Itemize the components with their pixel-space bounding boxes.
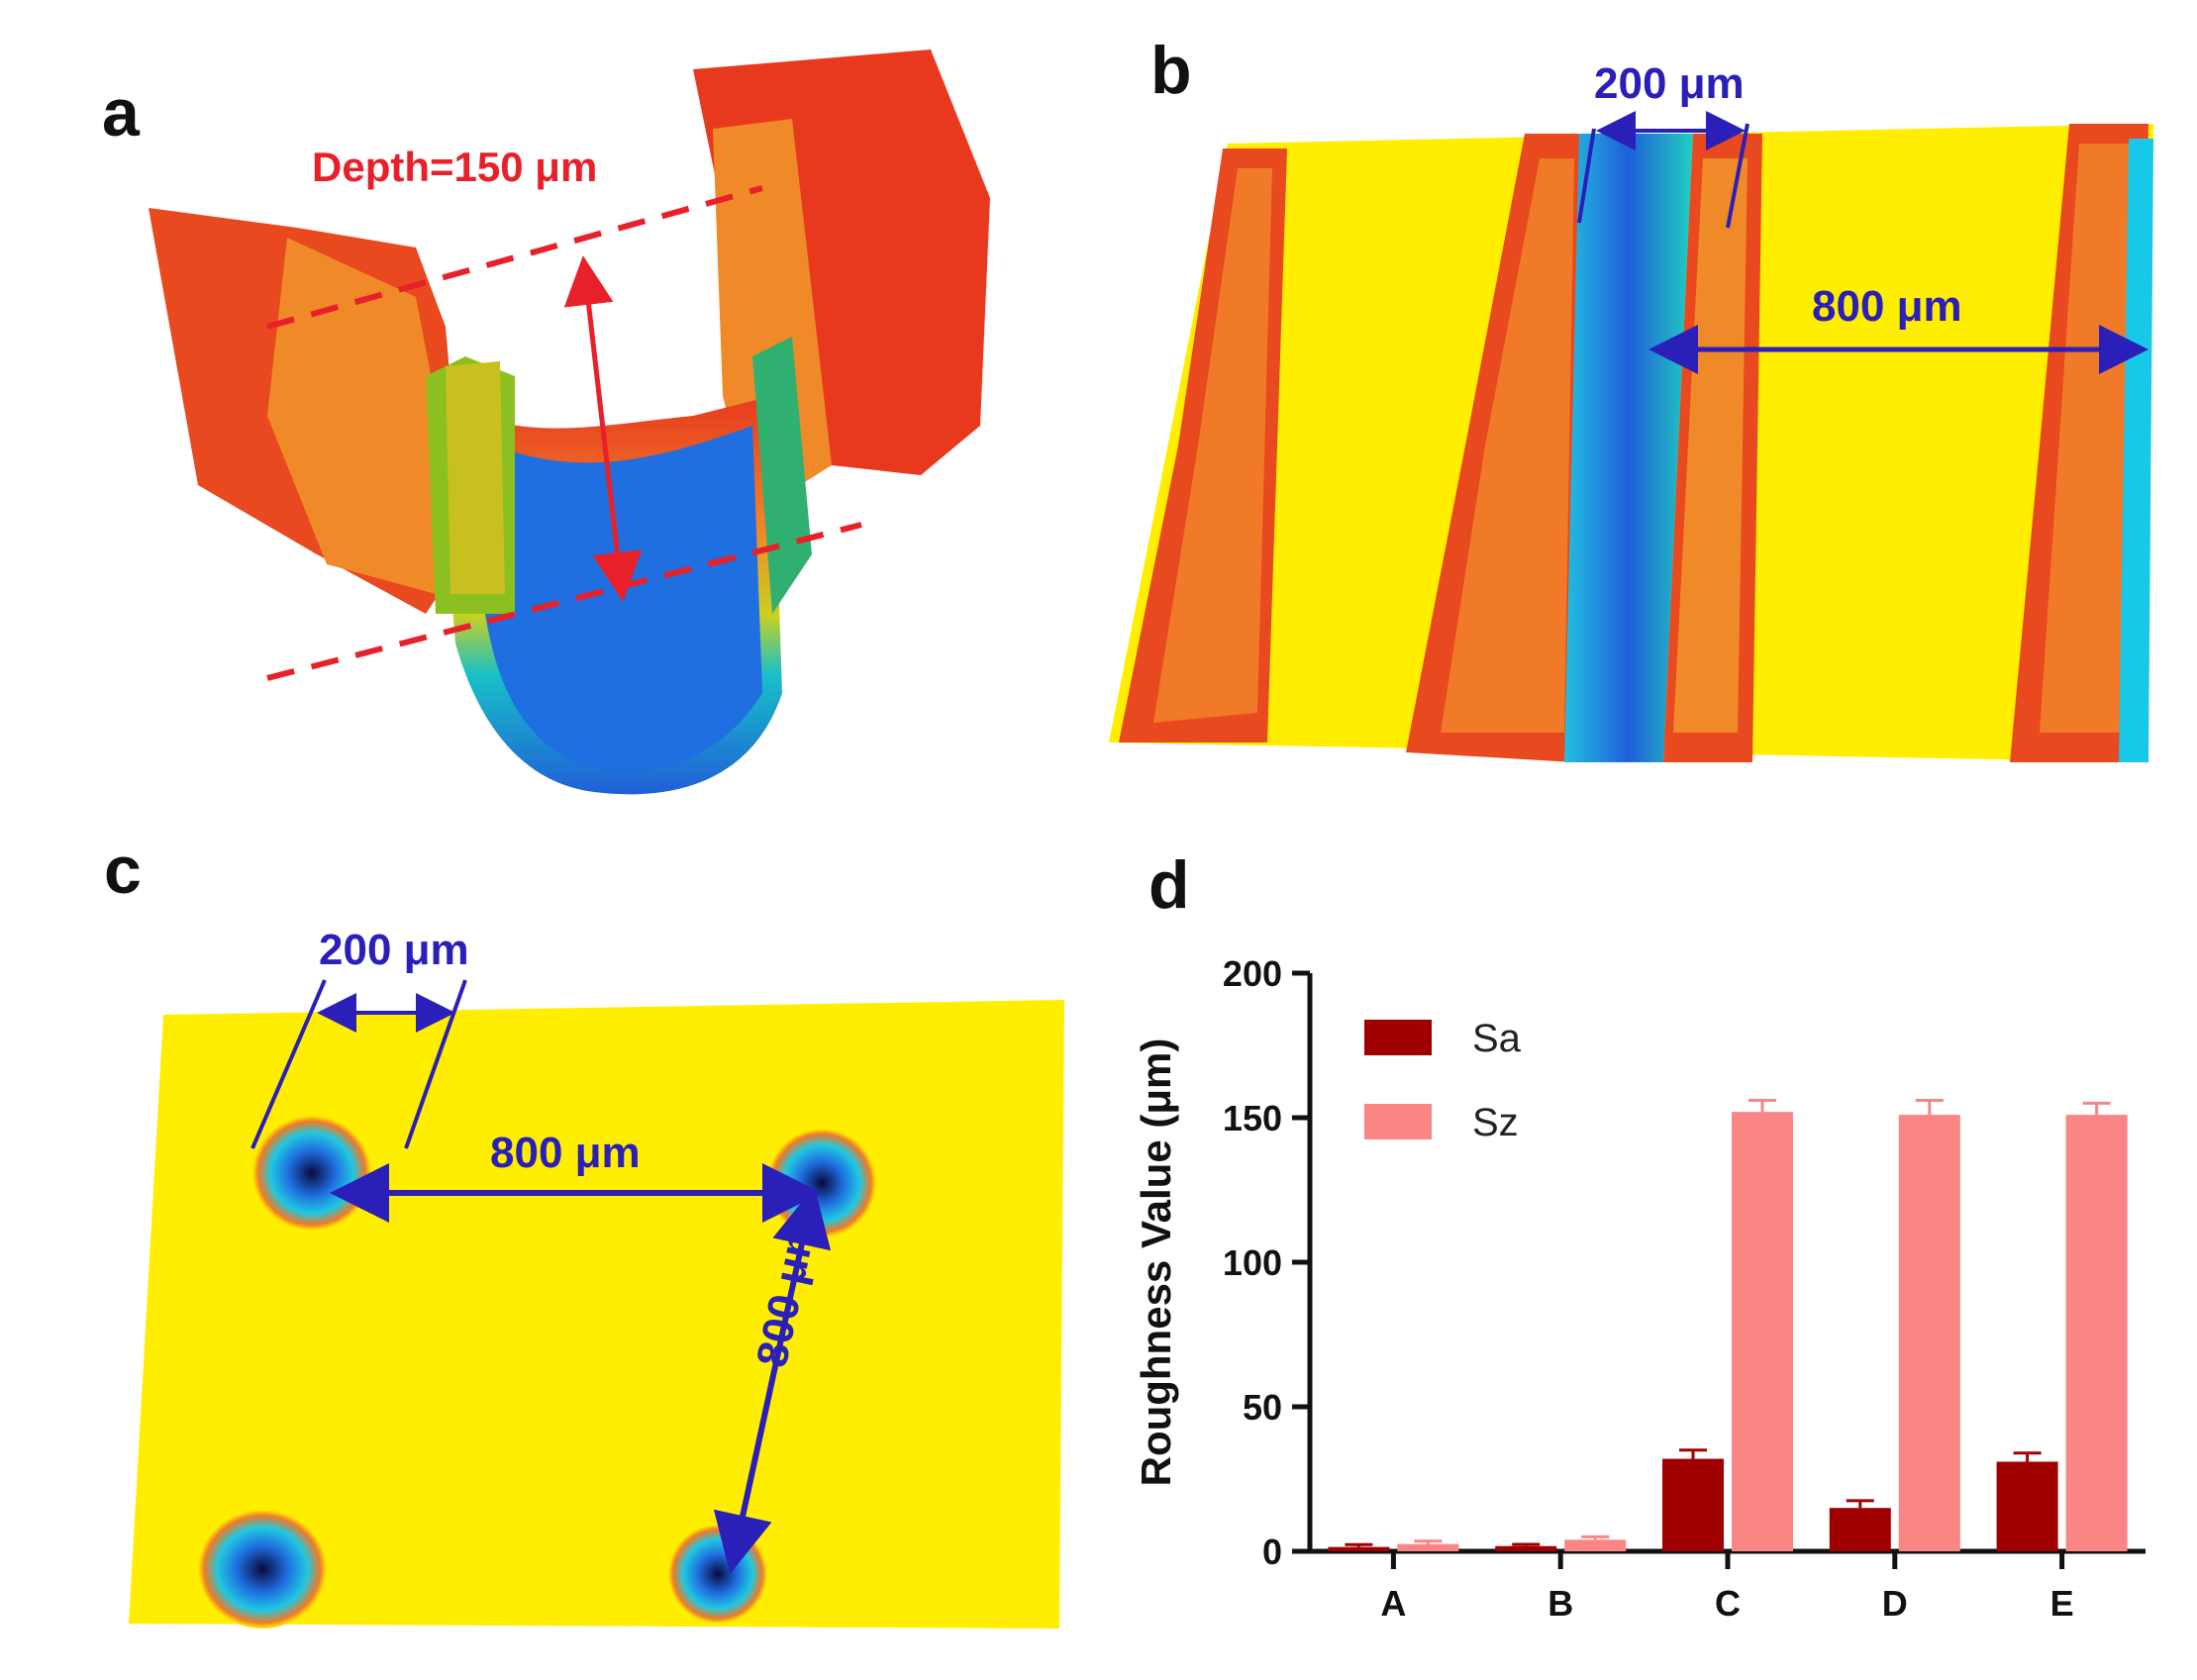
bar-sa-B bbox=[1495, 1545, 1557, 1551]
chart-legend: Sa Sz bbox=[1364, 1017, 1522, 1144]
groove-spacing-label: 800 μm bbox=[1812, 282, 1962, 331]
bar-sz-D bbox=[1898, 1115, 1960, 1551]
x-tick-label-B: B bbox=[1548, 1583, 1573, 1624]
bar-sa-E bbox=[1996, 1461, 2058, 1551]
panel-a-depth-marker bbox=[266, 185, 862, 681]
pit-width-label: 200 μm bbox=[319, 926, 469, 974]
bar-sa-C bbox=[1662, 1458, 1724, 1551]
x-tick-label-C: C bbox=[1715, 1583, 1741, 1624]
x-tick-label-E: E bbox=[2050, 1583, 2074, 1624]
bar-sz-C bbox=[1732, 1112, 1793, 1551]
panel-letter-c: c bbox=[104, 833, 142, 908]
panel-b-dimension-markers bbox=[1577, 111, 2148, 374]
pit-spacing-horizontal-label: 800 μm bbox=[490, 1129, 641, 1177]
panel-b-surface-render bbox=[1109, 124, 2153, 762]
bar-sz-A bbox=[1397, 1543, 1459, 1551]
y-tick-label: 100 bbox=[1223, 1242, 1282, 1283]
panel-letter-d: d bbox=[1148, 847, 1190, 923]
panel-letter-b: b bbox=[1150, 33, 1192, 108]
panel-letter-a: a bbox=[102, 75, 140, 150]
depth-label: Depth=150 μm bbox=[312, 144, 598, 190]
panel-c-surface-render bbox=[129, 1000, 1064, 1629]
y-axis-title: Roughness Value (μm) bbox=[1133, 1038, 1179, 1487]
y-tick-label: 50 bbox=[1243, 1387, 1282, 1428]
groove-width-label: 200 μm bbox=[1594, 59, 1745, 108]
panel-a-surface-render bbox=[149, 49, 990, 795]
panel-c-dimension-markers bbox=[250, 979, 832, 1574]
y-tick-label: 0 bbox=[1262, 1532, 1282, 1572]
x-tick-label-A: A bbox=[1380, 1583, 1406, 1624]
legend-label-sa: Sa bbox=[1472, 1017, 1522, 1060]
bar-sa-A bbox=[1328, 1546, 1390, 1551]
y-tick-label: 150 bbox=[1223, 1098, 1282, 1138]
bar-sz-E bbox=[2065, 1115, 2128, 1551]
bar-sz-B bbox=[1564, 1539, 1627, 1551]
y-tick-label: 200 bbox=[1223, 953, 1282, 994]
bar-sa-D bbox=[1829, 1508, 1891, 1551]
legend-label-sz: Sz bbox=[1472, 1101, 1519, 1144]
legend-swatch-sa bbox=[1364, 1020, 1432, 1055]
legend-swatch-sz bbox=[1364, 1104, 1432, 1139]
x-tick-label-D: D bbox=[1882, 1583, 1908, 1624]
